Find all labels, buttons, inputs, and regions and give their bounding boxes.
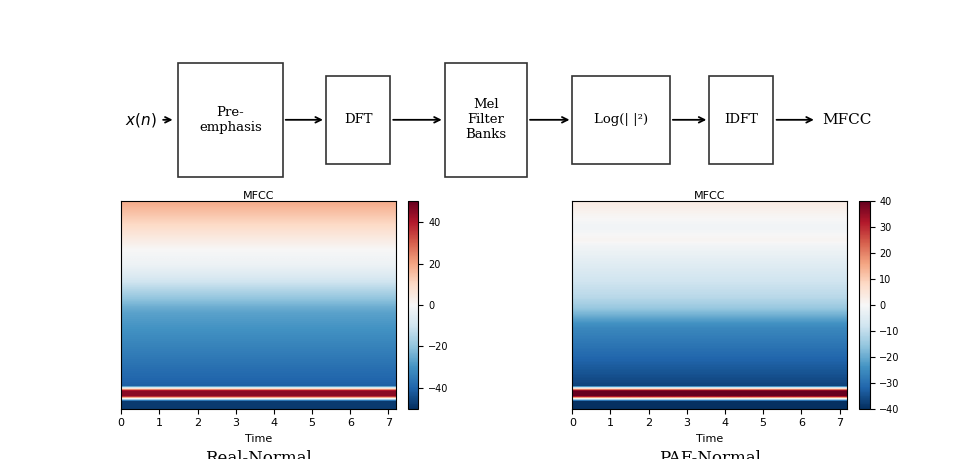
FancyBboxPatch shape bbox=[177, 63, 283, 177]
Text: PAF-Normal: PAF-Normal bbox=[658, 450, 760, 459]
X-axis label: Time: Time bbox=[696, 434, 723, 444]
Text: IDFT: IDFT bbox=[724, 113, 758, 126]
Title: MFCC: MFCC bbox=[242, 190, 274, 201]
FancyBboxPatch shape bbox=[708, 76, 772, 164]
Text: $x(n)$: $x(n)$ bbox=[125, 111, 156, 129]
FancyBboxPatch shape bbox=[444, 63, 527, 177]
FancyBboxPatch shape bbox=[326, 76, 390, 164]
Text: Pre-
emphasis: Pre- emphasis bbox=[199, 106, 262, 134]
FancyBboxPatch shape bbox=[572, 76, 670, 164]
Text: Mel
Filter
Banks: Mel Filter Banks bbox=[465, 98, 506, 141]
Text: Log(| |²): Log(| |²) bbox=[593, 113, 647, 126]
Text: MFCC: MFCC bbox=[821, 113, 870, 127]
Text: Real-Normal: Real-Normal bbox=[205, 450, 312, 459]
Title: MFCC: MFCC bbox=[693, 190, 725, 201]
Text: DFT: DFT bbox=[343, 113, 372, 126]
X-axis label: Time: Time bbox=[245, 434, 272, 444]
